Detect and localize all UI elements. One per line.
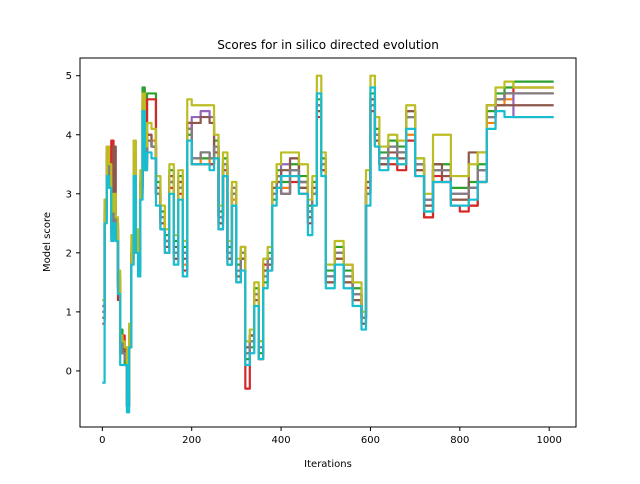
x-tick-label: 400: [272, 435, 291, 446]
y-axis-label: Model score: [42, 212, 53, 272]
y-tick-label: 2: [66, 248, 72, 259]
x-axis-ticks: 0 200 400 600 800 1000: [99, 427, 562, 446]
x-tick-label: 800: [450, 435, 469, 446]
y-axis-ticks: 0 1 2 3 4 5: [66, 71, 80, 377]
x-tick-label: 600: [361, 435, 380, 446]
y-tick-label: 1: [66, 307, 72, 318]
chart-title: Scores for in silico directed evolution: [217, 38, 439, 52]
y-tick-label: 3: [66, 189, 72, 200]
series-line-10: [102, 86, 554, 414]
x-tick-label: 1000: [536, 435, 561, 446]
y-tick-label: 0: [66, 366, 72, 377]
series-layer: [102, 74, 554, 414]
axes-layer: [79, 57, 577, 428]
x-tick-label: 200: [182, 435, 201, 446]
x-axis-label: Iterations: [304, 459, 352, 470]
plot-frame: [79, 57, 577, 428]
y-tick-label: 4: [66, 130, 72, 141]
y-tick-label: 5: [66, 71, 72, 82]
x-tick-label: 0: [99, 435, 105, 446]
